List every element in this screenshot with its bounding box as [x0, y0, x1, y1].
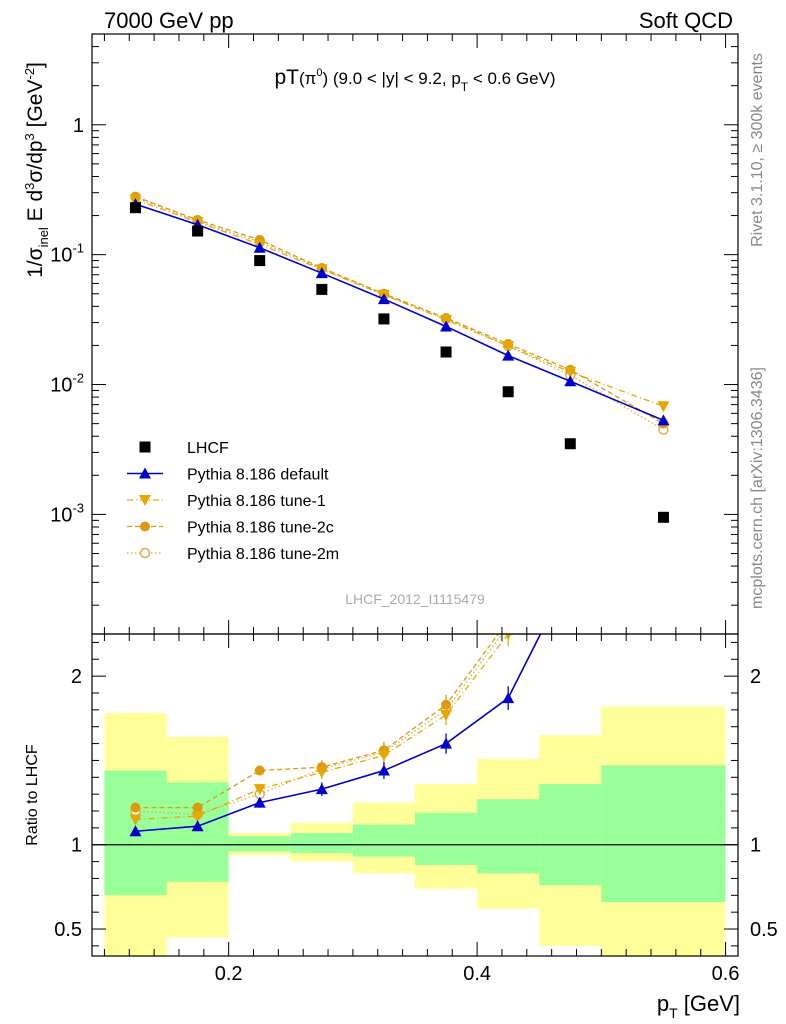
ratio-point-tune1-2: [253, 784, 266, 796]
ratio-line-tune2c: [135, 634, 500, 809]
ratio-line-tune1: [135, 634, 509, 821]
x-tick-label: 0.4: [463, 963, 491, 985]
point-data-0: [129, 202, 141, 214]
ratio-y-tick-label-right: 1: [750, 835, 761, 857]
ratio-point-tune2c-0: [130, 802, 141, 813]
point-default-7: [564, 375, 577, 387]
ratio-point-tune2m-8: [659, 216, 668, 225]
legend-label-data: LHCF: [187, 440, 229, 457]
series-line-default: [135, 203, 664, 422]
legend-label-tune2c: Pythia 8.186 tune-2c: [187, 520, 334, 537]
point-data-2: [254, 255, 266, 267]
legend-marker-tune1: [139, 495, 151, 506]
band-inner-1: [166, 782, 229, 882]
legend-label-tune2m: Pythia 8.186 tune-2m: [187, 546, 339, 563]
legend-marker-tune2m: [139, 547, 151, 559]
mcplots-reference-label: mcplots.cern.ch [arXiv:1306.3436]: [749, 367, 766, 609]
legend-marker-default: [139, 467, 151, 479]
legend-marker-data: [139, 441, 151, 453]
rivet-version-label: Rivet 3.1.10, ≥ 300k events: [749, 53, 766, 247]
ratio-point-default-6: [502, 692, 515, 704]
top-y-tick-label: 1: [73, 115, 84, 137]
top-panel: 1 10-1 10-2 10-3 LHCF Pythia 8.186 default Py…: [50, 33, 739, 635]
ratio-y-tick-label-left: 0.5: [54, 919, 82, 941]
ratio-y-tick-label-right: 2: [750, 666, 761, 688]
point-default-6: [502, 349, 515, 361]
ratio-point-default-4: [377, 764, 390, 776]
ratio-point-tune2c-1: [192, 802, 203, 813]
ratio-point-tune2c-2: [254, 765, 265, 776]
legend-label-default: Pythia 8.186 default: [187, 467, 329, 484]
ratio-point-tune2c-6: [503, 616, 513, 626]
band-inner-2: [228, 836, 291, 852]
point-default-4: [377, 293, 390, 305]
top-y-axis-label: 1/σinel E d3σ/dp3 [GeV-2]: [22, 62, 51, 278]
ratio-point-default-3: [315, 783, 328, 795]
ratio-point-tune1-7: [564, 418, 576, 429]
ratio-point-tune1-0: [129, 814, 142, 826]
point-data-4: [378, 313, 390, 325]
point-data-1: [192, 225, 204, 237]
point-default-2: [253, 241, 266, 253]
ratio-point-default-1: [191, 820, 204, 832]
band-inner-7: [539, 784, 602, 886]
x-axis-label: pT [GeV]: [657, 991, 740, 1021]
top-plot-frame: [91, 33, 739, 635]
ratio-point-tune2c-8: [658, 115, 668, 125]
series-line-tune1: [135, 199, 664, 407]
legend-label-tune1: Pythia 8.186 tune-1: [187, 493, 326, 510]
top-y-tick-label: 10-1: [50, 241, 84, 267]
main-plot-title: pT(π0) (9.0 < |y| < 9.2, pT < 0.6 GeV): [274, 66, 555, 94]
ratio-line-tune2m: [135, 634, 503, 816]
ratio-line-default: [135, 634, 542, 833]
ratio-y-tick-label-left: 1: [71, 835, 82, 857]
legend-marker-tune2c: [140, 521, 150, 532]
ratio-y-tick-label-left: 2: [71, 666, 82, 688]
ratio-point-tune1-6: [504, 634, 512, 640]
point-default-8: [657, 414, 670, 426]
point-data-5: [440, 346, 452, 358]
header-right-label: Soft QCD: [639, 8, 733, 33]
ratio-point-default-8: [657, 80, 669, 91]
point-tune1-5: [440, 314, 453, 326]
analysis-id-label: LHCF_2012_I1115479: [345, 591, 485, 607]
ratio-point-tune2m-6: [504, 621, 513, 630]
top-y-tick-label: 10-3: [50, 500, 84, 526]
ratio-point-tune1-5: [440, 709, 453, 721]
legend: LHCF Pythia 8.186 default Pythia 8.186 tun…: [127, 440, 339, 563]
ratio-panel: 0.5 0.5 1 1 2 2 0.2 0.4 0.6: [54, 80, 778, 985]
point-tune1-6: [502, 341, 515, 353]
band-inner-6: [477, 799, 540, 874]
series-line-tune2m: [135, 196, 664, 431]
header-left-label: 7000 GeV pp: [104, 8, 234, 33]
point-tune1-8: [657, 401, 670, 413]
ratio-point-tune1-1: [191, 811, 204, 823]
top-y-tick-label: 10-2: [50, 371, 84, 397]
band-inner-5: [415, 812, 478, 865]
point-data-8: [657, 511, 669, 523]
ratio-plot-frame: [91, 633, 739, 957]
point-default-5: [440, 320, 453, 332]
ratio-point-default-7: [564, 569, 576, 580]
point-data-3: [316, 283, 328, 295]
point-tune1-7: [564, 366, 577, 378]
band-inner-4: [352, 824, 415, 857]
ratio-point-default-5: [440, 737, 453, 749]
band-inner-3: [290, 832, 353, 854]
x-tick-label: 0.6: [712, 963, 740, 985]
ratio-point-tune1-3: [315, 767, 328, 779]
point-default-3: [315, 267, 328, 279]
point-data-7: [564, 438, 576, 450]
point-data-6: [502, 386, 514, 398]
x-tick-label: 0.2: [215, 963, 243, 985]
ratio-y-tick-label-right: 0.5: [750, 919, 778, 941]
ratio-point-tune1-4: [377, 750, 390, 762]
ratio-point-default-2: [253, 796, 266, 808]
band-inner-8: [601, 765, 726, 903]
ratio-y-axis-label: Ratio to LHCF: [24, 744, 41, 846]
ratio-point-default-0: [129, 825, 142, 837]
